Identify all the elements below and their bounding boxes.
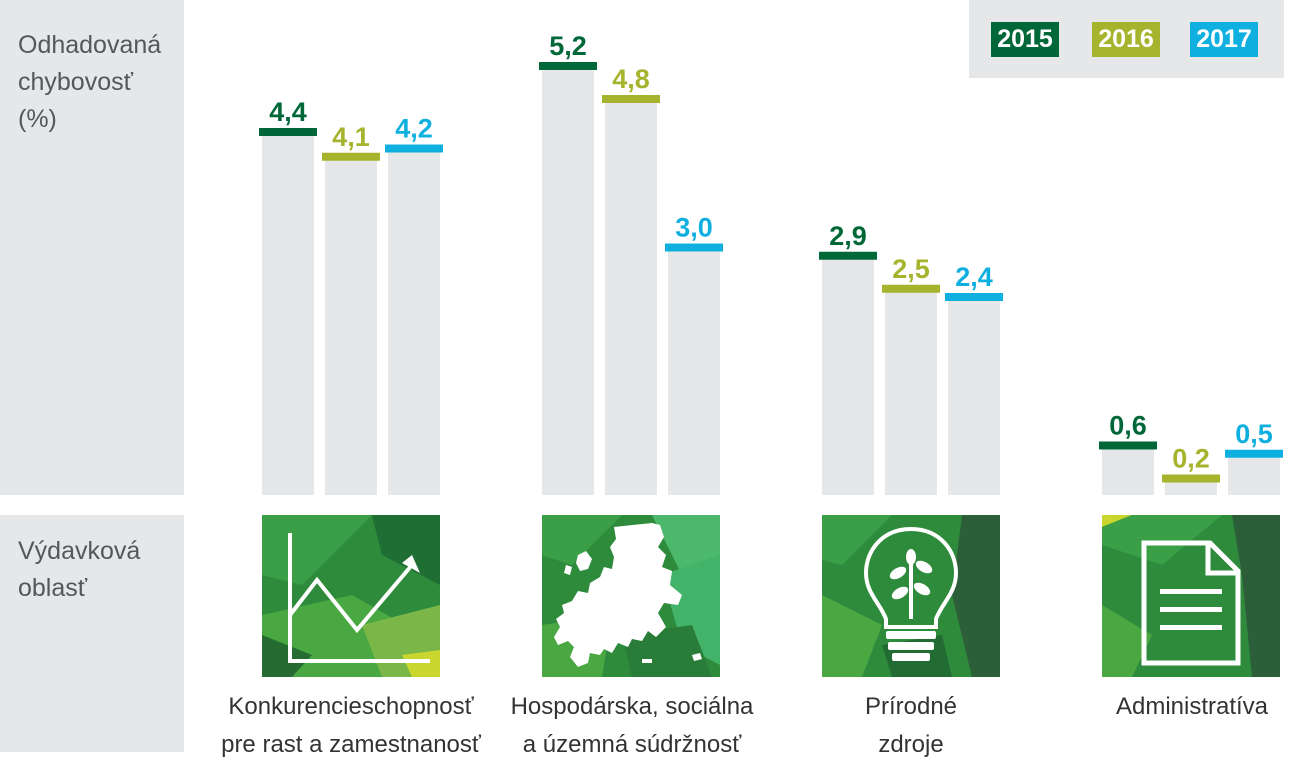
row-label-line-1: Výdavková — [18, 537, 141, 565]
bar-top-line — [882, 284, 940, 293]
bar-top-line — [385, 144, 443, 153]
tile-cohesion — [542, 515, 720, 677]
bar-top-line — [602, 95, 660, 103]
bar — [262, 132, 314, 495]
bar — [948, 297, 1000, 495]
category-label-line: pre rast a zamestnanosť — [221, 731, 481, 758]
tile-natural-resources — [822, 515, 1000, 677]
bar — [822, 255, 874, 495]
europe-map-icon — [554, 523, 702, 667]
bar-chart: 4,4 5,2 2,9 0,6 4,1 4,8 2,5 0,2 4,2 3,0 2,4 0,5 — [259, 31, 1283, 495]
bar-top-line — [259, 128, 317, 136]
bar-value-label: 3,0 — [675, 213, 713, 243]
bar-value-label: 2,9 — [829, 221, 867, 251]
tile-competitiveness — [262, 515, 440, 677]
legend-item-2016: 2016 — [1092, 22, 1160, 57]
bar-top-line — [665, 243, 723, 252]
bar — [885, 288, 937, 495]
bar-top-line — [819, 251, 877, 260]
rowlabel-panel — [0, 515, 184, 752]
bar-top-line — [1162, 474, 1220, 483]
bar — [542, 66, 594, 495]
bar — [325, 156, 377, 495]
chart-trend-icon — [288, 533, 430, 663]
bar-top-line — [1099, 441, 1157, 450]
bar — [1228, 453, 1280, 495]
bar — [668, 247, 720, 495]
document-icon — [1141, 540, 1241, 666]
bar — [1165, 478, 1217, 495]
category-label-line: Hospodárska, sociálna — [510, 693, 754, 720]
y-axis-label-line-2: chybovosť — [18, 68, 133, 96]
legend-item-2015: 2015 — [991, 22, 1059, 57]
bar-value-label: 0,5 — [1235, 419, 1273, 449]
bar-value-label: 4,4 — [269, 97, 307, 127]
bar-top-line — [1225, 449, 1283, 458]
bar-value-label: 2,4 — [955, 262, 993, 292]
row-label-line-2: oblasť — [18, 574, 88, 602]
bar — [388, 148, 440, 495]
bar-top-line — [539, 62, 597, 70]
bar-top-line — [322, 152, 380, 161]
bar-value-label: 4,1 — [332, 122, 370, 152]
category-label-line: Prírodné — [864, 693, 958, 720]
category-label-cohesion: Hospodárska, sociálna a územná súdržnosť — [487, 688, 777, 764]
bar-value-label: 2,5 — [892, 254, 930, 284]
legend: 2015 2016 2017 — [969, 0, 1284, 78]
bar-value-label: 4,8 — [612, 64, 650, 94]
bar-value-label: 4,2 — [395, 114, 433, 144]
lightbulb-plant-icon — [863, 526, 959, 629]
category-label-natural-resources: Prírodné zdroje — [766, 688, 1056, 764]
category-label-competitiveness: Konkurencieschopnosť pre rast a zamestna… — [206, 688, 496, 764]
bar-value-label: 5,2 — [549, 31, 587, 61]
category-label-administration: Administratíva — [1047, 688, 1300, 726]
y-axis-label-line-1: Odhadovaná — [18, 31, 162, 59]
ylabel-panel — [0, 0, 184, 495]
row-label: Výdavková oblasť — [18, 533, 178, 607]
bar — [1102, 445, 1154, 495]
category-label-line: a územná súdržnosť — [522, 731, 742, 758]
y-axis-label: Odhadovaná chybovosť (%) — [18, 27, 178, 138]
tile-administration — [1102, 515, 1280, 677]
bar-value-label: 0,2 — [1172, 444, 1210, 474]
bar-top-line — [945, 293, 1003, 301]
category-label-line: Konkurencieschopnosť — [228, 693, 474, 720]
category-label-line: zdroje — [878, 731, 944, 758]
category-label-line: Administratíva — [1115, 693, 1269, 720]
bar-value-label: 0,6 — [1109, 411, 1147, 441]
y-axis-label-line-3: (%) — [18, 105, 57, 133]
legend-item-2017: 2017 — [1190, 22, 1258, 57]
bar — [605, 99, 657, 495]
